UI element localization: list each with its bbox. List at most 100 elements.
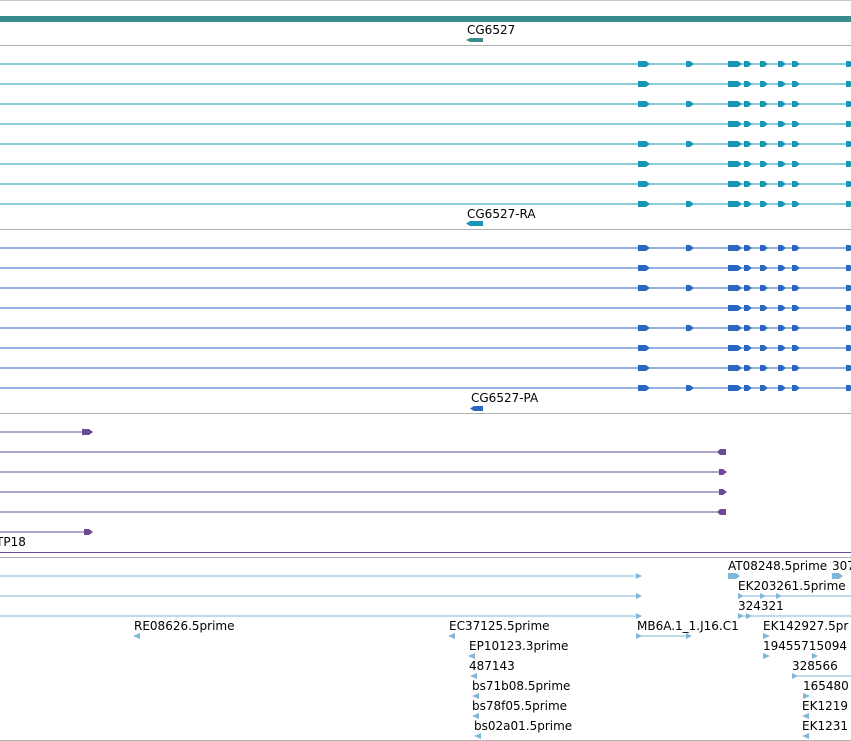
exon-arrow-icon (638, 181, 650, 187)
exon-arrow-icon (792, 245, 800, 251)
transcript-label[interactable]: CG6527-RA (467, 207, 536, 221)
est-label[interactable]: EK203261.5prime (738, 579, 846, 593)
exon-arrow-icon (760, 285, 768, 291)
feature-arrow-icon (82, 429, 93, 435)
exon-arrow-icon (760, 265, 768, 271)
gene-span-bar[interactable] (0, 16, 851, 22)
exon-arrow-icon (760, 345, 768, 351)
est-arrow-icon (472, 713, 479, 719)
est-label[interactable]: MB6A.1_1.J16.C1 (637, 619, 739, 633)
est-arrow-icon (636, 573, 642, 579)
feature-arrow-icon (84, 529, 93, 535)
exon-arrow-icon (792, 385, 800, 391)
est-label[interactable]: 487143 (469, 659, 515, 673)
exon-arrow-icon (778, 81, 786, 87)
exon-arrow-icon (744, 61, 752, 67)
exon-arrow-icon (846, 385, 851, 391)
exon-arrow-icon (846, 285, 851, 291)
est-label[interactable]: 328566 (792, 659, 838, 673)
exon-arrow-icon (792, 345, 800, 351)
feature-arrow-icon (717, 509, 726, 515)
secondary-label[interactable]: TP18 (0, 535, 26, 549)
exon-arrow-icon (792, 365, 800, 371)
gene-track: CG6527 (0, 0, 851, 46)
est-label[interactable]: 165480 (803, 679, 849, 693)
exon-arrow-icon (760, 305, 768, 311)
protein-label[interactable]: CG6527-PA (471, 391, 539, 405)
exon-arrow-icon (778, 121, 786, 127)
exon-arrow-icon (792, 61, 800, 67)
exon-arrow-icon (728, 325, 742, 331)
est-arrow-icon (636, 593, 642, 599)
est-label[interactable]: EP10123.3prime (469, 639, 568, 653)
exon-arrow-icon (744, 285, 752, 291)
exon-arrow-icon (778, 345, 786, 351)
exon-arrow-icon (846, 345, 851, 351)
exon-arrow-icon (792, 201, 800, 207)
exon-arrow-icon (744, 81, 752, 87)
exon-arrow-icon (760, 385, 768, 391)
exon-arrow-icon (744, 121, 752, 127)
est-label[interactable]: 307 (832, 559, 851, 573)
exon-arrow-icon (760, 245, 768, 251)
est-label[interactable]: EK1231 (802, 719, 848, 733)
exon-arrow-icon (778, 101, 786, 107)
exon-arrow-icon (744, 345, 752, 351)
est-arrow-icon (812, 653, 818, 659)
exon-arrow-icon (638, 365, 650, 371)
exon-arrow-icon (638, 325, 650, 331)
est-label[interactable]: 324321 (738, 599, 784, 613)
exon-arrow-icon (728, 245, 742, 251)
est-arrow-icon (133, 633, 140, 639)
exon-arrow-icon (846, 245, 851, 251)
exon-arrow-icon (760, 101, 768, 107)
est-label[interactable]: RE08626.5prime (134, 619, 235, 633)
protein-arrow-icon (470, 406, 483, 411)
exon-arrow-icon (728, 141, 742, 147)
est-arrow-icon (470, 673, 477, 679)
feature-arrow-icon (719, 489, 727, 495)
est-label[interactable]: EC37125.5prime (449, 619, 550, 633)
exon-arrow-icon (792, 121, 800, 127)
est-label[interactable]: EK1219 (802, 699, 848, 713)
est-arrow-icon (760, 593, 766, 599)
est-label[interactable]: 19455715094 (763, 639, 847, 653)
exon-arrow-icon (846, 365, 851, 371)
exon-arrow-icon (792, 285, 800, 291)
exon-arrow-icon (638, 265, 650, 271)
exon-arrow-icon (792, 265, 800, 271)
exon-arrow-icon (728, 161, 742, 167)
exon-arrow-icon (846, 265, 851, 271)
est-label[interactable]: AT08248.5prime (728, 559, 827, 573)
exon-arrow-icon (846, 161, 851, 167)
exon-arrow-icon (638, 345, 650, 351)
est-arrow-icon (746, 613, 752, 619)
exon-arrow-icon (846, 201, 851, 207)
exon-arrow-icon (846, 305, 851, 311)
exon-arrow-icon (744, 265, 752, 271)
exon-arrow-icon (846, 61, 851, 67)
exon-arrow-icon (638, 201, 650, 207)
exon-arrow-icon (744, 181, 752, 187)
est-arrow-icon (776, 593, 782, 599)
exon-arrow-icon (744, 161, 752, 167)
exon-arrow-icon (744, 305, 752, 311)
est-label[interactable]: bs71b08.5prime (472, 679, 570, 693)
exon-arrow-icon (778, 285, 786, 291)
exon-arrow-icon (778, 161, 786, 167)
est-arrow-icon (803, 693, 810, 699)
est-label[interactable]: EK142927.5pr (763, 619, 848, 633)
exon-arrow-icon (686, 245, 694, 251)
est-arrow-icon (636, 633, 642, 639)
gene-label[interactable]: CG6527 (467, 23, 515, 37)
exon-arrow-icon (638, 81, 650, 87)
est-arrow-icon (763, 653, 770, 659)
exon-arrow-icon (638, 61, 650, 67)
exon-arrow-icon (760, 61, 768, 67)
est-arrow-icon (802, 713, 809, 719)
est-label[interactable]: bs02a01.5prime (474, 719, 572, 733)
est-label[interactable]: bs78f05.5prime (472, 699, 567, 713)
exon-arrow-icon (744, 201, 752, 207)
exon-arrow-icon (760, 161, 768, 167)
